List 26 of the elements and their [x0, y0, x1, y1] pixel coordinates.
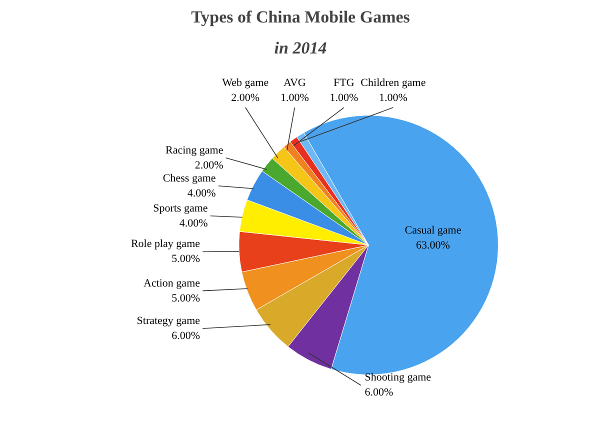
slice-label: Action game	[143, 277, 200, 290]
slice-label: AVG	[283, 76, 306, 89]
data-label: 5.00%	[172, 253, 200, 266]
data-label: 1.00%	[330, 92, 358, 104]
data-label: 5.00%	[172, 292, 200, 304]
slice-label: Sports game	[153, 202, 208, 214]
slice-label: Role play game	[130, 238, 200, 250]
data-label: 6.00%	[364, 386, 394, 399]
slice-label: Racing game	[166, 144, 224, 156]
slice-label: FTG	[334, 76, 354, 89]
slice-label: Web game	[222, 76, 269, 89]
slice-label: Strategy game	[136, 315, 200, 328]
data-label: 4.00%	[187, 187, 216, 200]
data-label: 63.00%	[416, 240, 450, 252]
data-label: 6.00%	[172, 330, 200, 342]
data-label: 2.00%	[194, 159, 224, 172]
chart-subtitle: in 2014	[274, 38, 327, 58]
slice-label: Chess game	[162, 172, 216, 184]
slice-label: Children game	[360, 76, 426, 89]
data-label: 2.00%	[231, 92, 260, 104]
chart-title: Types of China Mobile Games	[191, 8, 410, 26]
data-label: 4.00%	[179, 217, 208, 230]
data-label: 1.00%	[280, 92, 309, 104]
data-label: 1.00%	[379, 92, 408, 104]
slice-label: Casual game	[404, 224, 462, 237]
slice-label: Shooting game	[364, 372, 432, 384]
